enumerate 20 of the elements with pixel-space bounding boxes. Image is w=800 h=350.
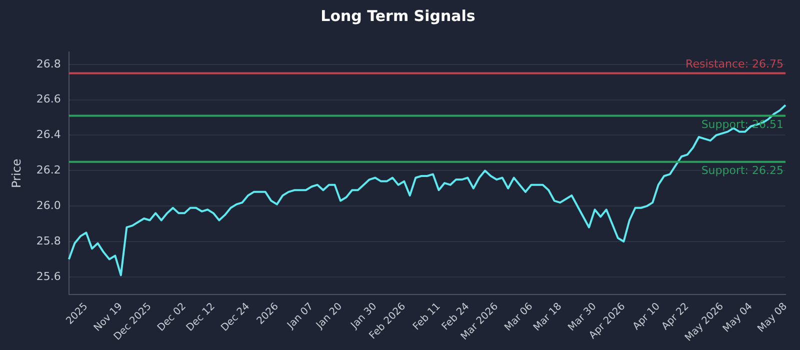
x-tick-label: Jan 20 (314, 301, 344, 332)
ref-line-label: Support: 26.25 (701, 164, 784, 178)
y-tick-label: 26.2 (36, 164, 61, 177)
x-tick-label: Feb 11 (411, 301, 443, 333)
y-tick-label: 26.8 (36, 57, 61, 70)
x-tick-label: Apr 10 (631, 301, 662, 332)
x-tick-label: Dec 12 (184, 301, 218, 334)
x-tick-label: Apr 22 (660, 301, 692, 332)
y-tick-label: 25.8 (36, 234, 61, 248)
y-axis-title: Price (9, 158, 24, 188)
chart-title: Long Term Signals (320, 6, 476, 25)
x-tick-label: Mar 18 (532, 301, 564, 334)
y-tick-label: 26.6 (36, 92, 61, 106)
x-tick-label: Jan 07 (284, 301, 316, 332)
y-tick-label: 26.4 (36, 128, 61, 142)
x-tick-label: Dec 24 (219, 301, 252, 334)
y-tick-label: 26.0 (36, 198, 61, 212)
y-tick-label: 25.6 (36, 270, 61, 283)
ref-line-label: Resistance: 26.75 (686, 58, 784, 71)
ref-line-label: Support: 26.51 (701, 118, 784, 132)
